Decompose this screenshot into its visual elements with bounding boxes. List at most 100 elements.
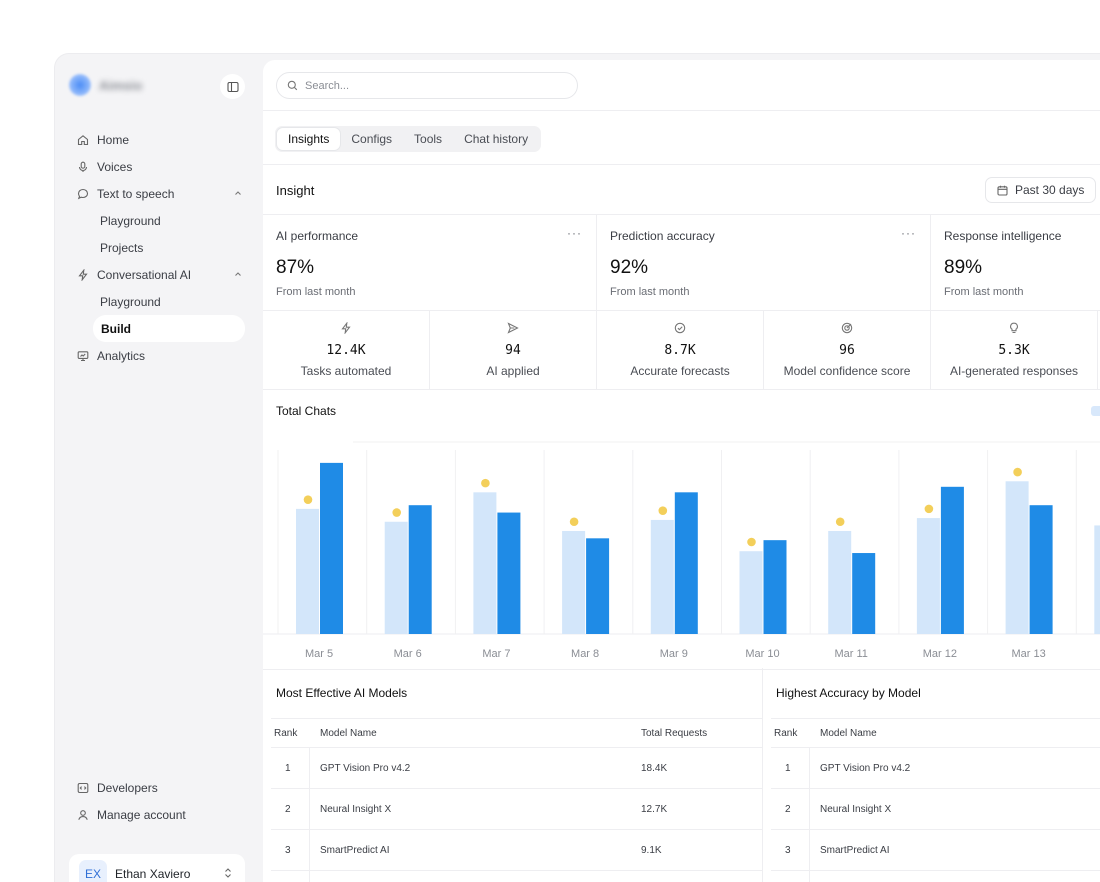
column-header[interactable]: Rank xyxy=(774,727,798,739)
sidebar-item-manage-account[interactable]: Manage account xyxy=(69,801,249,828)
tab-chat-history[interactable]: Chat history xyxy=(464,132,529,146)
column-header[interactable]: Total Requests xyxy=(641,727,708,739)
kpi-response-intelligence: Response intelligence 89% From last mont… xyxy=(931,214,1100,310)
total-chats-chart: Mar 5 Mar 6 Mar 7 Mar 8 Mar 9 Mar 10 Mar 11 Mar… xyxy=(263,441,1100,660)
sidebar-item-label: Analytics xyxy=(97,348,146,363)
bar-series-2 xyxy=(763,540,787,634)
column-header[interactable]: Model Name xyxy=(820,727,877,739)
stat-value: 8.7K xyxy=(664,343,696,358)
highest-accuracy-table: Highest Accuracy by Model Rank Model Nam… xyxy=(763,668,1100,882)
table-row[interactable]: 2 Neural Insight X 12.7K xyxy=(271,789,762,830)
send-icon xyxy=(507,322,519,334)
sidebar-item-build[interactable]: Build xyxy=(93,315,245,342)
model-name-cell: GPT Vision Pro v4.2 xyxy=(320,762,411,774)
stat-model-confidence: 96 Model confidence score xyxy=(764,311,931,389)
bar-series-1 xyxy=(650,519,674,634)
column-divider xyxy=(809,748,810,882)
requests-cell: 18.4K xyxy=(641,762,668,774)
legend-swatch[interactable] xyxy=(1091,406,1100,416)
bar-series-1 xyxy=(384,521,408,634)
kpi-ai-performance: AI performance ··· 87% From last month xyxy=(263,214,597,310)
sidebar-item-text-to-speech[interactable]: Text to speech xyxy=(69,180,249,207)
target-icon xyxy=(841,322,853,334)
search-input[interactable]: Search... xyxy=(276,72,578,99)
rank-cell: 3 xyxy=(285,844,291,856)
rank-cell: 1 xyxy=(785,762,791,774)
sidebar-item-label: Playground xyxy=(100,294,161,309)
most-effective-models-table: Most Effective AI Models Rank Model Name… xyxy=(263,668,763,882)
sidebar-item-tts-playground[interactable]: Playground xyxy=(69,207,249,234)
insight-divider xyxy=(263,214,1100,215)
sidebar-item-voices[interactable]: Voices xyxy=(69,153,249,180)
marker-point xyxy=(835,517,845,527)
chart-title: Total Chats xyxy=(276,404,337,418)
table-row[interactable]: 3 SmartPredict AI 9.1K xyxy=(271,830,762,871)
marker-point xyxy=(747,537,756,547)
brand-logo xyxy=(69,74,91,96)
stat-label: AI-generated responses xyxy=(949,364,1079,378)
bar-series-1 xyxy=(473,492,497,634)
x-tick-label: Mar 8 xyxy=(571,648,599,660)
sidebar-item-conv-playground[interactable]: Playground xyxy=(69,288,249,315)
rank-cell: 2 xyxy=(785,803,791,815)
table-row[interactable]: 1 GPT Vision Pro v4.2 xyxy=(771,748,1100,789)
date-range-label: Past 30 days xyxy=(1015,183,1085,197)
sidebar-item-label: Conversational AI xyxy=(97,267,192,282)
kpi-label: AI performance xyxy=(276,229,359,243)
rank-cell: 2 xyxy=(285,803,291,815)
chat-bubble-icon xyxy=(77,188,89,199)
chevron-up-icon[interactable] xyxy=(233,188,243,198)
tab-configs[interactable]: Configs xyxy=(351,132,393,146)
rank-cell: 1 xyxy=(285,762,291,774)
marker-point xyxy=(924,504,934,514)
sidebar-item-home[interactable]: Home xyxy=(69,126,249,153)
kpi-label: Prediction accuracy xyxy=(610,229,715,243)
column-header[interactable]: Rank xyxy=(274,727,298,739)
table-row[interactable]: 2 Neural Insight X xyxy=(771,789,1100,830)
brand[interactable]: Aimsio xyxy=(69,74,142,96)
user-account-switcher[interactable]: EX Ethan Xaviero xyxy=(69,854,245,882)
main-panel: Search... Insights Configs Tools Chat hi… xyxy=(263,60,1100,882)
collapse-sidebar-button[interactable] xyxy=(220,74,245,99)
stat-label: Accurate forecasts xyxy=(630,364,730,378)
tab-insights[interactable]: Insights xyxy=(277,128,341,150)
sidebar-item-analytics[interactable]: Analytics xyxy=(69,342,249,369)
sidebar-item-label: Voices xyxy=(97,159,133,174)
sidebar-item-projects[interactable]: Projects xyxy=(69,234,249,261)
kpi-value: 87% xyxy=(276,257,315,278)
stat-value: 5.3K xyxy=(998,343,1030,358)
kpi-label: Response intelligence xyxy=(944,229,1062,243)
x-tick-label: Mar 7 xyxy=(482,648,510,660)
table-row[interactable]: 3 SmartPredict AI xyxy=(771,830,1100,871)
table-row[interactable]: 1 GPT Vision Pro v4.2 18.4K xyxy=(271,748,762,789)
more-options-icon[interactable]: ··· xyxy=(567,226,582,240)
sidebar-bottom-nav: Developers Manage account xyxy=(69,774,249,828)
sidebar-item-conversational-ai[interactable]: Conversational AI xyxy=(69,261,249,288)
stat-label: AI applied xyxy=(486,364,540,378)
sidebar-item-developers[interactable]: Developers xyxy=(69,774,249,801)
kpi-subtext: From last month xyxy=(276,286,356,298)
microphone-icon xyxy=(78,161,88,172)
kpi-prediction-accuracy: Prediction accuracy ··· 92% From last mo… xyxy=(597,214,931,310)
tab-tools[interactable]: Tools xyxy=(414,132,443,146)
column-header[interactable]: Model Name xyxy=(320,727,377,739)
stat-ai-applied: 94 AI applied xyxy=(430,311,597,389)
bar-series-1 xyxy=(296,508,319,634)
bar-series-1 xyxy=(1005,481,1029,634)
marker-point xyxy=(658,506,668,516)
sidebar-item-label: Playground xyxy=(100,213,161,228)
more-options-icon[interactable]: ··· xyxy=(901,226,916,240)
chevron-up-down-icon xyxy=(225,868,231,878)
search-icon xyxy=(287,80,298,91)
tab-bar: Insights Configs Tools Chat history xyxy=(275,126,542,152)
sidebar-item-label: Build xyxy=(101,321,131,336)
table-header: Rank Model Name xyxy=(771,718,1100,748)
check-circle-icon xyxy=(674,322,686,334)
table-title: Highest Accuracy by Model xyxy=(776,686,921,700)
sidebar-item-label: Projects xyxy=(100,240,144,255)
table-header: Rank Model Name Total Requests xyxy=(271,718,762,748)
code-icon xyxy=(77,782,89,793)
bar-series-2 xyxy=(940,486,964,634)
date-range-button[interactable]: Past 30 days xyxy=(985,177,1097,203)
chevron-up-icon[interactable] xyxy=(233,269,243,279)
